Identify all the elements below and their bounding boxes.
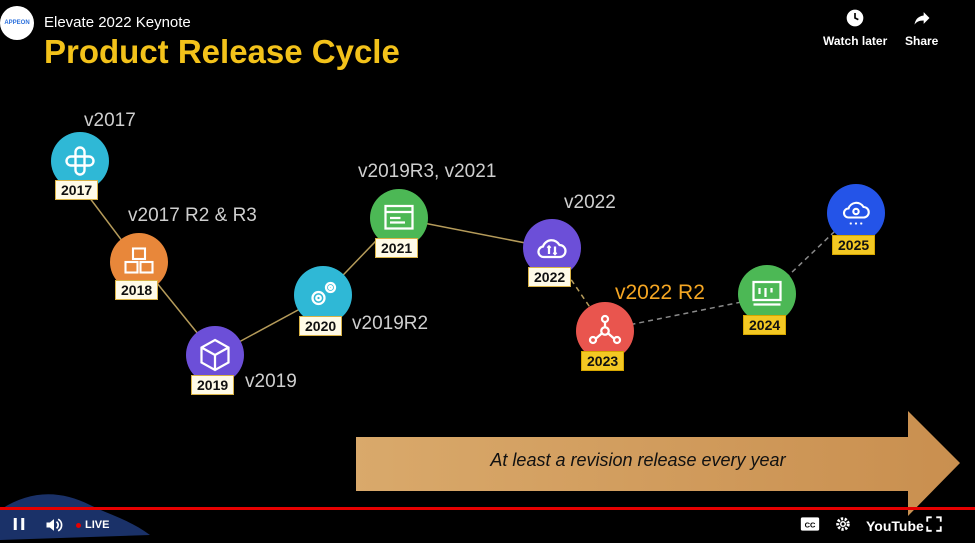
- decorative-wave: [0, 494, 150, 540]
- clock-icon: [846, 9, 864, 27]
- version-label-2021: v2019R3, v2021: [358, 161, 497, 182]
- share-button[interactable]: Share: [905, 8, 938, 48]
- volume-button[interactable]: [44, 515, 64, 535]
- node-2021: [370, 189, 428, 247]
- network-cross-icon: [65, 146, 95, 176]
- cc-icon: CC: [800, 517, 820, 531]
- version-label-2023: v2022 R2: [615, 281, 705, 304]
- year-tag-2025: 2025: [832, 235, 876, 255]
- version-label-2019: v2019: [245, 371, 297, 392]
- watch-later-label: Watch later: [823, 34, 888, 48]
- year-tag-2024: 2024: [743, 315, 787, 335]
- node-2024: [738, 265, 796, 323]
- year-tag-2022: 2022: [528, 267, 572, 287]
- progress-bar[interactable]: [0, 507, 975, 510]
- live-dot-icon: [76, 522, 81, 528]
- slide-title: Product Release Cycle: [44, 33, 400, 70]
- svg-text:CC: CC: [805, 520, 816, 529]
- version-label-2018: v2017 R2 & R3: [128, 205, 257, 226]
- revision-arrow: [356, 411, 960, 516]
- gear-icon: [836, 517, 850, 531]
- year-tag-2018: 2018: [115, 280, 159, 300]
- year-tag-2017: 2017: [55, 180, 99, 200]
- video-title[interactable]: Elevate 2022 Keynote: [44, 14, 191, 31]
- watch-later-button[interactable]: Watch later: [823, 8, 887, 48]
- live-badge[interactable]: LIVE: [76, 519, 109, 531]
- node-2025: [827, 184, 885, 242]
- node-2019: [186, 326, 244, 384]
- node-2023: [576, 302, 634, 360]
- settings-button[interactable]: [834, 515, 852, 533]
- version-label-2020: v2019R2: [352, 313, 429, 334]
- fullscreen-icon: [926, 516, 942, 532]
- channel-logo-text: APPEON: [4, 20, 30, 26]
- hexagon-cube-icon: [200, 338, 230, 372]
- speaker-icon: [46, 518, 63, 532]
- version-label-2022: v2022: [564, 192, 616, 213]
- node-2020: [294, 266, 352, 324]
- year-tag-2021: 2021: [375, 238, 419, 258]
- live-label: LIVE: [85, 519, 110, 531]
- hub-network-icon: [588, 314, 622, 345]
- gears-icon: [311, 281, 337, 306]
- pause-button[interactable]: [10, 515, 28, 533]
- captions-button[interactable]: CC: [800, 515, 820, 533]
- fullscreen-button[interactable]: [925, 515, 943, 533]
- cloud-gear-icon: [842, 201, 870, 225]
- cubes-icon: [124, 247, 154, 274]
- pause-icon: [13, 518, 25, 530]
- year-tag-2019: 2019: [191, 375, 235, 395]
- share-arrow-icon: [914, 12, 930, 25]
- node-2017: [51, 132, 109, 190]
- share-label: Share: [905, 34, 939, 48]
- youtube-logo[interactable]: YouTube: [866, 518, 924, 534]
- year-tag-2020: 2020: [299, 316, 343, 336]
- revision-arrow-text: At least a revision release every year: [490, 450, 786, 470]
- channel-logo[interactable]: APPEON: [0, 6, 34, 40]
- window-list-icon: [384, 204, 414, 230]
- year-tag-2023: 2023: [581, 351, 625, 371]
- dashboard-icon: [752, 280, 782, 306]
- cloud-sync-icon: [537, 239, 567, 259]
- version-label-2017: v2017: [84, 110, 136, 131]
